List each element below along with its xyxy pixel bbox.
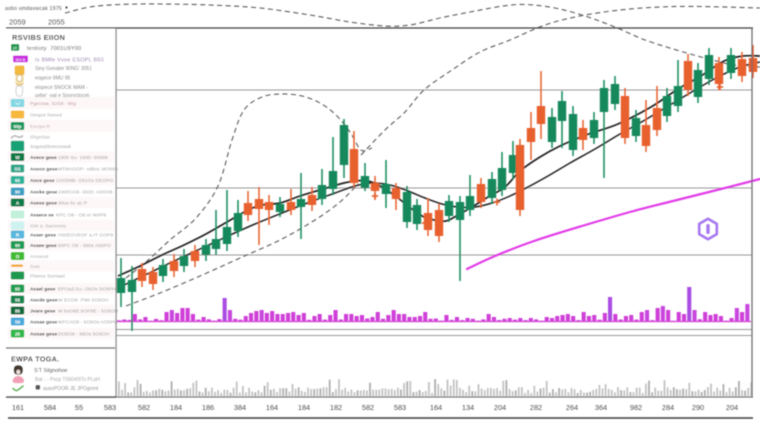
svg-text:60: 60	[15, 178, 21, 183]
svg-text:26: 26	[15, 331, 21, 336]
svg-text:282: 282	[530, 403, 542, 412]
svg-text:Excrps R: Excrps R	[30, 124, 50, 130]
svg-text:182: 182	[330, 403, 342, 412]
svg-text:EWPA TOGA.: EWPA TOGA.	[11, 355, 59, 364]
svg-text:284: 284	[662, 403, 674, 412]
svg-text:Avaece se: Avaece se	[30, 213, 54, 219]
svg-text:EPOad Su- O5Os DO5PH: EPOad Su- O5Os DO5PH	[58, 287, 116, 293]
svg-text:583: 583	[394, 403, 406, 412]
svg-text:W: W	[15, 155, 20, 160]
svg-text:1905 Su- 1930- 50599: 1905 Su- 1930- 50599	[58, 155, 108, 161]
svg-text:RSVIBS EIION: RSVIBS EIION	[12, 33, 65, 42]
svg-text:Avaee gese: Avaee gese	[30, 243, 57, 249]
svg-text:A: A	[16, 200, 20, 205]
svg-text:pt: pt	[13, 45, 17, 50]
svg-text:S6: S6	[15, 319, 21, 324]
svg-text:Aosae gese: Aosae gese	[30, 332, 57, 338]
svg-text:Plwece Sonsael: Plwece Sonsael	[30, 274, 65, 280]
svg-text:582: 582	[138, 403, 150, 412]
svg-text:WFCAO8 - 5O5Os AO5PH: WFCAO8 - 5O5Os AO5PH	[58, 320, 118, 326]
svg-text:Soie: Soie	[30, 264, 40, 270]
svg-text:Aocke gese: Aocke gese	[30, 190, 57, 196]
svg-text:R: R	[16, 232, 20, 237]
svg-text:583: 583	[104, 403, 116, 412]
svg-text:KPC O8 - O8 er W0P9: KPC O8 - O8 er W0P9	[56, 213, 106, 219]
svg-text:O: O	[16, 254, 20, 259]
svg-text:982: 982	[630, 403, 642, 412]
svg-text:Iv BMfe Vvoe ESOPL B50: Iv BMfe Vvoe ESOPL B50	[35, 57, 104, 63]
svg-text:2059: 2059	[9, 18, 26, 27]
svg-text:eogece 9MU 95: eogece 9MU 95	[35, 75, 71, 81]
svg-text:30ue bc ac P: 30ue bc ac P	[58, 201, 87, 207]
svg-text:S’T Silgnohoe: S’T Silgnohoe	[34, 368, 67, 374]
svg-text:Siny Gonater 90NG’ 3051: Siny Gonater 90NG’ 3051	[35, 66, 92, 72]
svg-text:161: 161	[12, 403, 24, 412]
svg-text:Aoce gese: Aoce gese	[30, 178, 55, 184]
svg-text:290: 290	[692, 403, 704, 412]
svg-text:H50EOVEOF a.rT GOP9: H50EOVEOF a.rT GOP9	[58, 233, 113, 239]
svg-text:OW a: Sammms: OW a: Sammms	[30, 224, 66, 230]
svg-text:582: 582	[362, 403, 374, 412]
svg-text:tentioty 7001U9Y00: tentioty 7001U9Y00	[27, 46, 82, 52]
svg-text:Pgecsse, S2S8 - 90g: Pgecsse, S2S8 - 90g	[30, 101, 76, 107]
svg-text:ShgeSas: ShgeSas	[30, 135, 50, 141]
svg-text:Amoend: Amoend	[30, 254, 48, 260]
svg-text:W ECO8- PWr 5O5OH: W ECO8- PWr 5O5OH	[58, 298, 109, 304]
svg-text:Bat - - Pvcp T0604/9To PLaH: Bat - - Pvcp T0604/9To PLaH	[35, 377, 100, 383]
svg-text:86: 86	[15, 308, 21, 313]
svg-text:384: 384	[234, 403, 246, 412]
svg-text:364: 364	[595, 403, 607, 412]
svg-text:164: 164	[266, 403, 278, 412]
svg-text:90p: 90p	[14, 124, 22, 129]
svg-text:Aosco gese: Aosco gese	[30, 167, 58, 173]
svg-text:204: 204	[494, 403, 506, 412]
svg-text:MTMAOOP- od8oc MO598: MTMAOOP- od8oc MO598	[58, 167, 118, 173]
svg-text:elopece SNOCK MAM -: elopece SNOCK MAM -	[35, 85, 88, 91]
svg-text:ausoPOOR JE JPOgrent: ausoPOOR JE JPOgrent	[43, 386, 99, 392]
svg-text:1000CO8- 3025: A0OO8: 1000CO8- 3025: A0OO8	[58, 190, 113, 196]
svg-text:1OO08B- O51Os DEOPO: 1OO08B- O51Os DEOPO	[56, 178, 114, 184]
svg-text:W boO8E bOF8E - 5O5OH: W boO8E bOF8E - 5O5OH	[58, 309, 118, 315]
svg-text:Aosae gese: Aosae gese	[30, 320, 57, 326]
svg-text:Oespor hwoed: Oespor hwoed	[30, 113, 62, 119]
svg-text:584: 584	[44, 403, 56, 412]
svg-text:SS: SS	[14, 166, 20, 171]
svg-text:SogoodSoncoosok: SogoodSoncoosok	[30, 144, 72, 150]
svg-text:BH B: BH B	[16, 57, 26, 62]
svg-text:Avael gese: Avael gese	[30, 287, 56, 293]
svg-text:06: 06	[15, 297, 21, 302]
svg-text:204: 204	[726, 403, 738, 412]
svg-text:asbo umdavwcak 1975: asbo umdavwcak 1975	[5, 6, 62, 12]
svg-text:Aocde gese: Aocde gese	[30, 298, 58, 304]
svg-text:2055: 2055	[48, 18, 65, 27]
svg-text:186: 186	[202, 403, 214, 412]
svg-text:55: 55	[75, 403, 83, 412]
svg-text:90: 90	[15, 243, 21, 248]
svg-text:Avaer gese: Avaer gese	[30, 233, 56, 239]
svg-text:Asese gese: Asese gese	[30, 201, 57, 207]
svg-text:134: 134	[462, 403, 474, 412]
svg-text:50PC O8 - 580s A50PO: 50PC O8 - 580s A50PO	[58, 243, 111, 249]
svg-text:264: 264	[566, 403, 578, 412]
svg-text:Jvare gese: Jvare gese	[30, 309, 56, 315]
svg-text:DO5O8 - 58Os 5O5OH: DO5O8 - 58Os 5O5OH	[58, 332, 110, 338]
svg-text:Avece gese: Avece gese	[30, 155, 57, 161]
svg-text:90: 90	[15, 189, 21, 194]
svg-text:184: 184	[298, 403, 310, 412]
svg-text:184: 184	[170, 403, 182, 412]
svg-text:164: 164	[430, 403, 442, 412]
svg-text:60: 60	[15, 286, 21, 291]
svg-text:uebe’ -oal e Soorvctocet-: uebe’ -oal e Soorvctocet-	[35, 93, 91, 99]
